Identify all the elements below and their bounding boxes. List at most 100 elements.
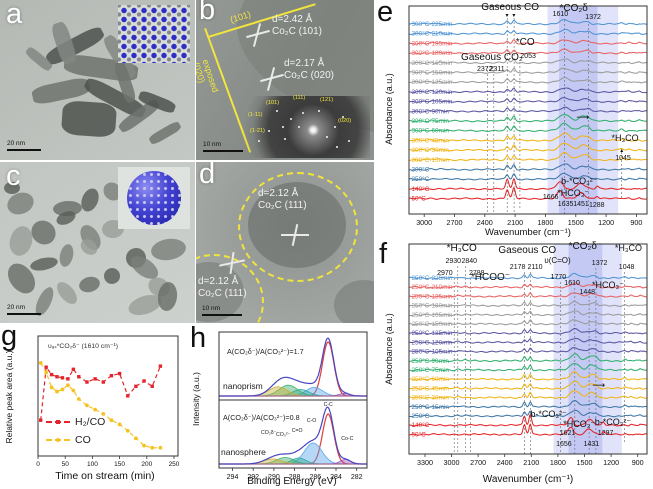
panel-e-drifts-300C: e 300°C-225min 300°C-210min 300°C-195min 30… (375, 0, 653, 238)
d1-value: d=2.42 Å (272, 14, 313, 25)
spectrum-curve (408, 163, 647, 171)
annotation: 2053 (520, 53, 536, 60)
x-tick-label: 1800 (537, 218, 553, 227)
x-tick-label: 1200 (603, 458, 619, 467)
d1-plane: Co₂C (101) (272, 25, 323, 37)
annotation: *CO (516, 37, 535, 48)
annotation: b-*CO₃²⁻ (530, 409, 567, 419)
series-label: 300°C-165min (412, 59, 453, 67)
data-point (101, 380, 105, 384)
d1-plane: Co₂C (111) (258, 199, 307, 211)
plot-frame (218, 331, 368, 469)
data-point (101, 411, 106, 416)
data-point (49, 385, 54, 390)
data-point (85, 403, 89, 408)
annotation: *HCO₃⁻ (557, 188, 589, 198)
series-label: 50°C (412, 430, 427, 438)
highlight-band (553, 244, 622, 454)
spectrum-curve (408, 363, 647, 372)
panel-f-drifts-250C: f 250°C-225min 250°C-210min 250°C-195min 25… (375, 238, 653, 489)
x-tick-label: 2400 (477, 218, 493, 227)
fft-spot-dot (334, 126, 337, 129)
x-tick-label: 286 (309, 474, 321, 481)
annotation: 1770 (551, 274, 567, 281)
spectrum-curve (409, 282, 647, 289)
spectrum-curve (408, 18, 647, 26)
annotation: 1048 (619, 264, 635, 271)
data-point (93, 377, 97, 381)
x-tick-label: 1200 (598, 218, 614, 227)
spectrum-curve (408, 48, 647, 55)
spectrum-curve (408, 371, 647, 381)
data-point (134, 384, 138, 388)
spectrum-curve (408, 337, 647, 344)
fft-spot-dot (282, 126, 285, 129)
x-axis-label: Wavenumber (cm⁻¹) (485, 227, 571, 238)
annotation: Gaseous CO (498, 245, 556, 256)
spectrum-curve (409, 151, 647, 162)
annotation: 2970 (437, 270, 453, 277)
x-tick-label: 2100 (523, 458, 539, 467)
crystal-structure-inset (118, 5, 190, 63)
annotation: 2930 (446, 258, 462, 265)
panel-letter-d: d (199, 162, 216, 190)
lattice-marker-2 (218, 248, 248, 278)
spectrum-curve (409, 114, 647, 123)
legend-marker-h2co (56, 420, 60, 424)
plot-frame (37, 335, 179, 457)
series-label: 50°C (412, 195, 427, 203)
data-point (158, 445, 163, 450)
series-label: 300°C-135min (412, 78, 453, 86)
panel-letter-c: c (6, 162, 21, 192)
x-tick-label: 0 (36, 461, 40, 468)
highlight-band (568, 244, 603, 454)
peak-label: CO₂δ⁻ (261, 430, 277, 436)
y-axis-label: Relative peak area (a.u.) (4, 350, 14, 444)
fft-index-label: (121) (320, 97, 334, 103)
annotation: *HCOO⁻ (471, 272, 510, 283)
d1-value: d=2.12 Å (258, 188, 299, 199)
x-tick-label: 294 (227, 474, 239, 481)
annotation: *H₃CO (615, 243, 642, 253)
data-point (158, 364, 163, 368)
y-axis-label: Intensity (a.u.) (191, 372, 201, 426)
annotation: *HCO₃⁻ (592, 280, 624, 290)
peak-label: C-O (307, 418, 317, 424)
spectrum-curve (408, 67, 647, 74)
annotation: 2178 (510, 264, 526, 271)
spectrum-curve (408, 58, 647, 65)
annotation: ⟶ (576, 112, 589, 122)
x-tick-label: 150 (114, 461, 125, 468)
spectrum-curve (409, 413, 647, 427)
data-point (109, 373, 114, 378)
annotation: *HCO₃⁻ (563, 419, 595, 429)
annotation: 1621 (560, 430, 576, 437)
scale-bar-line (202, 313, 242, 316)
plot-frame (408, 5, 648, 215)
scale-bar: 20 nm (7, 140, 41, 151)
spectrum-curve (408, 423, 647, 436)
x-tick-label: 2400 (497, 458, 513, 467)
legend-item-h2co: H₂/CO (46, 416, 105, 428)
spectrum-curve (409, 76, 647, 84)
fft-index-label: (020) (338, 118, 352, 124)
annotation: 1666 (543, 194, 559, 201)
panel-letter-e: e (377, 0, 394, 28)
d2-value: d=2.17 Å (284, 58, 325, 69)
annotation: *CO₂δ⁻ (559, 3, 593, 14)
x-tick-label: 250 (169, 461, 180, 468)
annotation: 1451 (573, 201, 589, 208)
sphere-model (127, 171, 181, 225)
data-point (150, 384, 154, 388)
series-label: 300°C-60min (412, 127, 450, 135)
d2-plane: Co₂C (111) (198, 287, 247, 299)
annotation: Gaseous CO (481, 2, 539, 13)
nanosphere-particle (78, 185, 102, 215)
data-point (142, 379, 146, 383)
annotation: ▾ (512, 13, 515, 19)
series-label: 300°C-75min (412, 117, 450, 125)
fft-spot-dot (326, 136, 329, 139)
data-point (55, 375, 59, 379)
